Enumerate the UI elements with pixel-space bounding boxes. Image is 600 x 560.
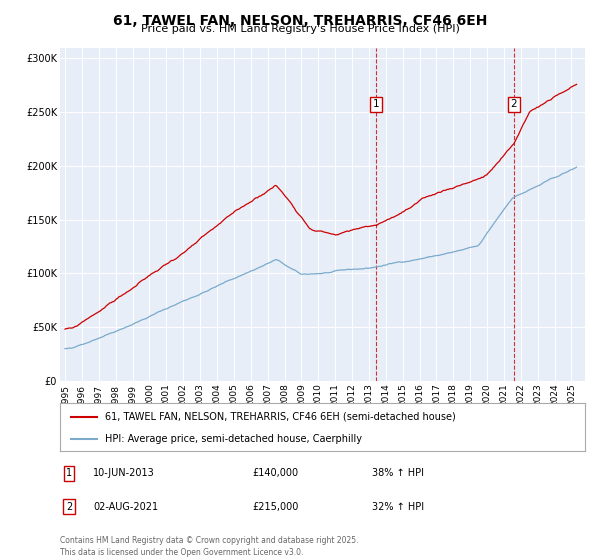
Text: Contains HM Land Registry data © Crown copyright and database right 2025.
This d: Contains HM Land Registry data © Crown c… bbox=[60, 536, 359, 557]
Text: Price paid vs. HM Land Registry's House Price Index (HPI): Price paid vs. HM Land Registry's House … bbox=[140, 24, 460, 34]
Text: 2: 2 bbox=[511, 99, 517, 109]
Text: 1: 1 bbox=[373, 99, 380, 109]
Text: 38% ↑ HPI: 38% ↑ HPI bbox=[372, 468, 424, 478]
Text: £215,000: £215,000 bbox=[252, 502, 298, 512]
Text: 02-AUG-2021: 02-AUG-2021 bbox=[93, 502, 158, 512]
Text: 2: 2 bbox=[66, 502, 72, 512]
Text: 32% ↑ HPI: 32% ↑ HPI bbox=[372, 502, 424, 512]
Text: 61, TAWEL FAN, NELSON, TREHARRIS, CF46 6EH: 61, TAWEL FAN, NELSON, TREHARRIS, CF46 6… bbox=[113, 14, 487, 28]
Text: HPI: Average price, semi-detached house, Caerphilly: HPI: Average price, semi-detached house,… bbox=[104, 434, 362, 444]
Text: £140,000: £140,000 bbox=[252, 468, 298, 478]
Text: 61, TAWEL FAN, NELSON, TREHARRIS, CF46 6EH (semi-detached house): 61, TAWEL FAN, NELSON, TREHARRIS, CF46 6… bbox=[104, 412, 455, 422]
Text: 1: 1 bbox=[66, 468, 72, 478]
Text: 10-JUN-2013: 10-JUN-2013 bbox=[93, 468, 155, 478]
